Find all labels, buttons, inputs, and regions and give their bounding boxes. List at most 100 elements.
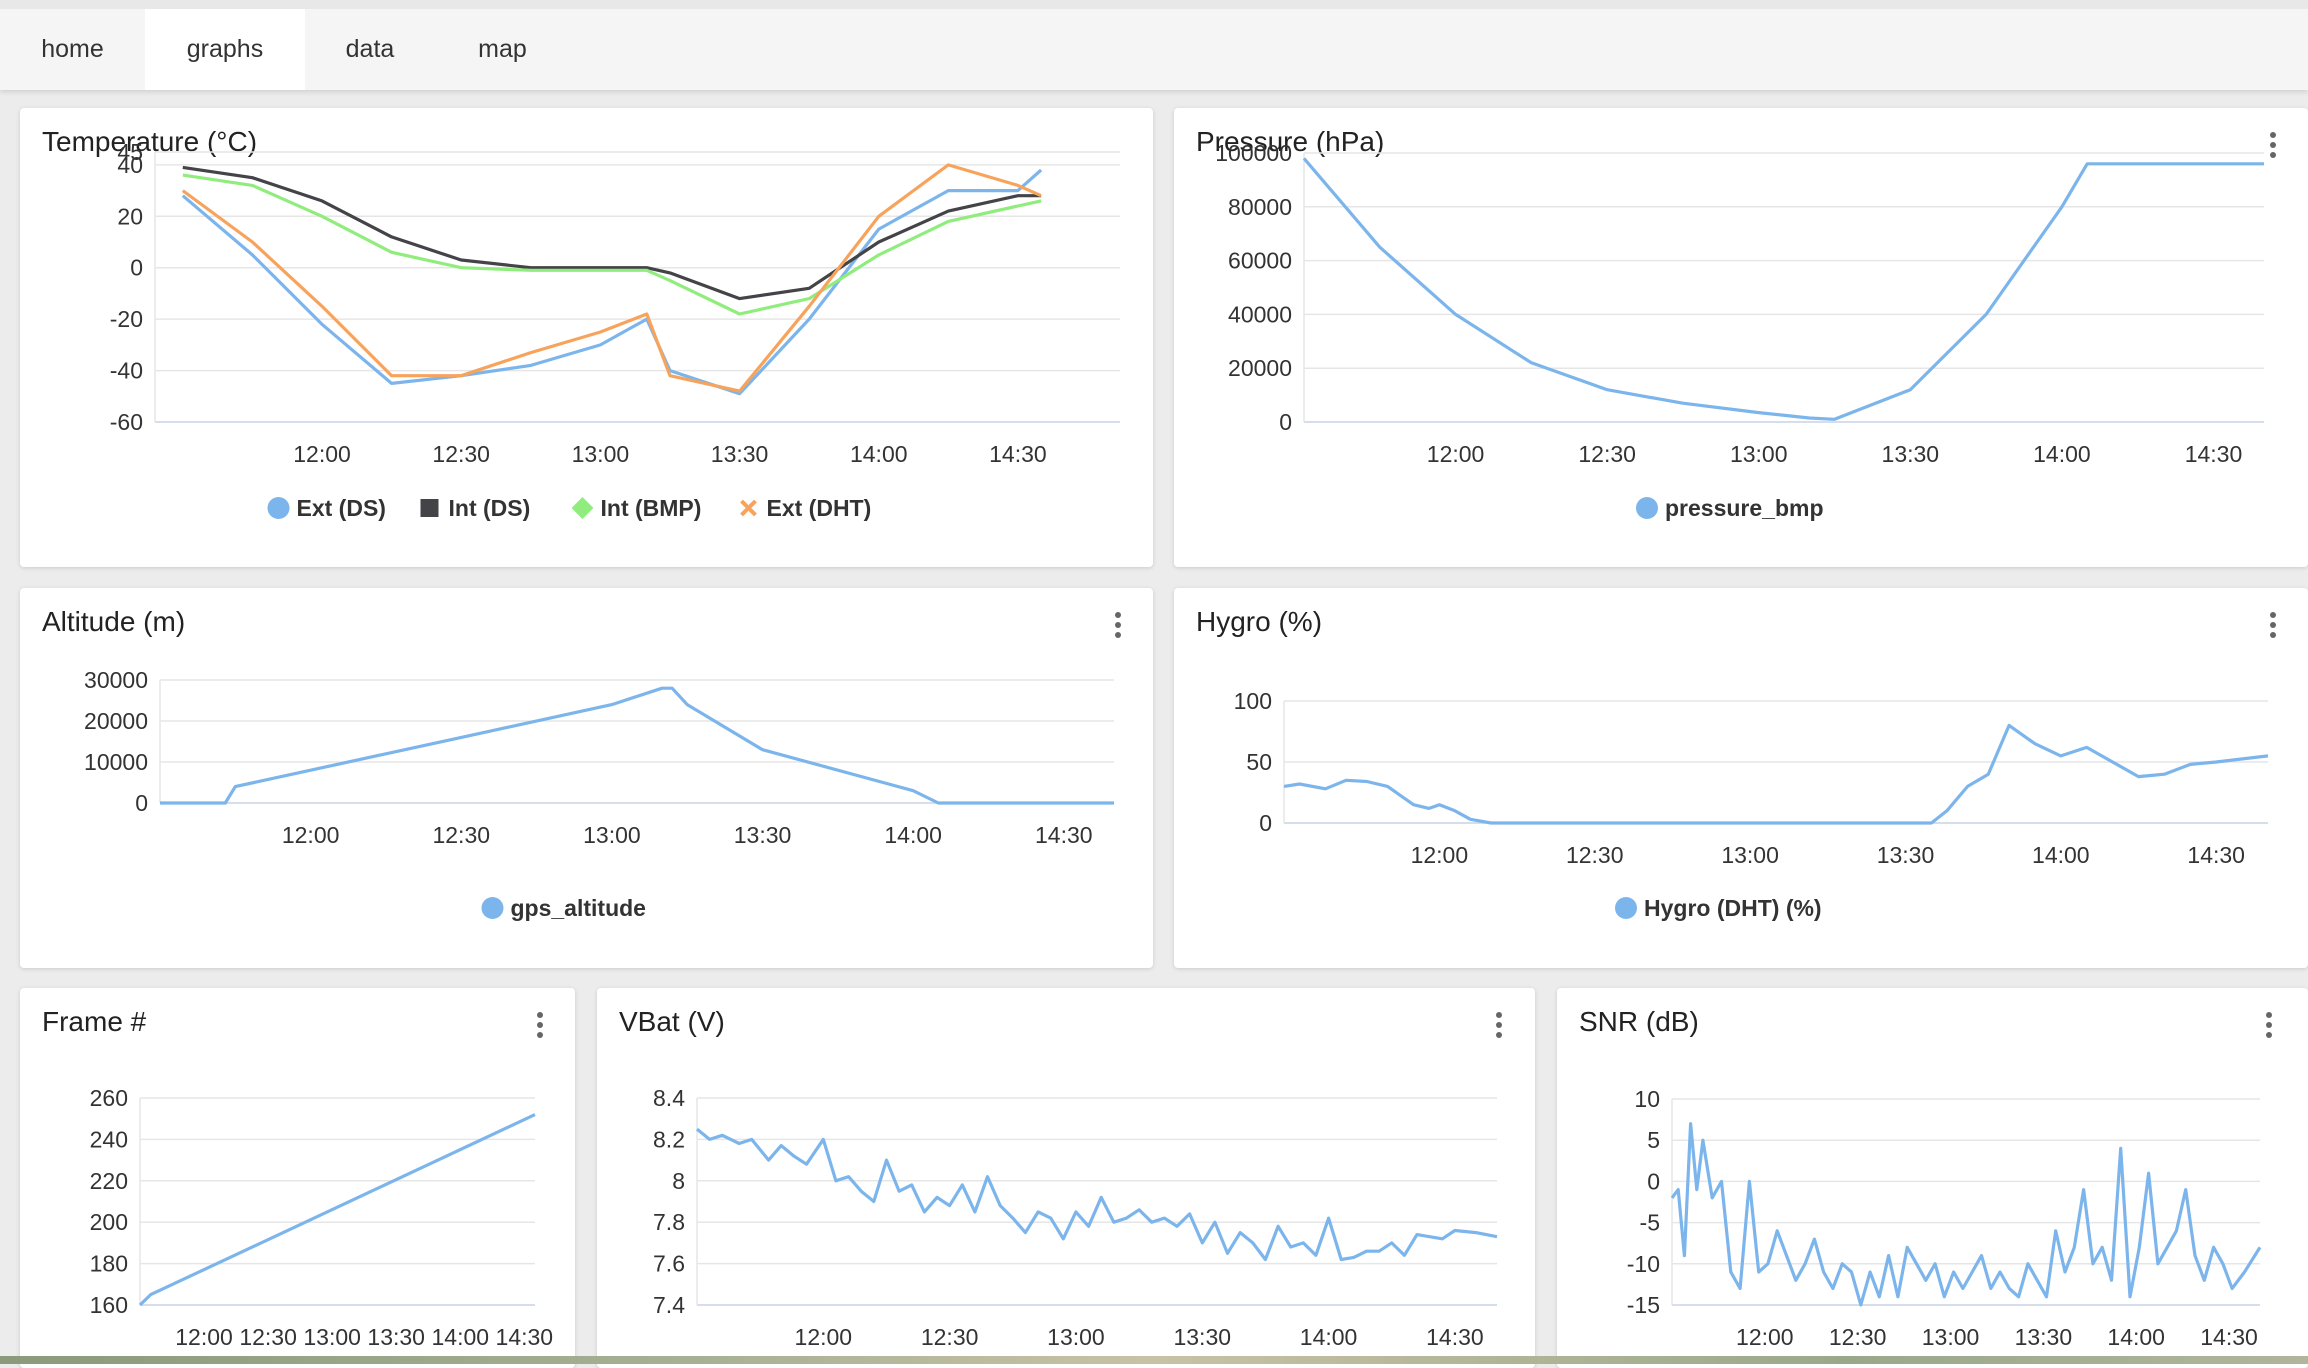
series-line	[695, 1127, 1498, 1262]
series-line	[181, 163, 1042, 393]
chart-title: Frame #	[42, 1006, 147, 1037]
legend-label: Ext (DHT)	[767, 495, 872, 521]
y-tick-label: 8.4	[653, 1085, 685, 1111]
x-tick-label: 14:00	[1300, 1324, 1358, 1350]
y-tick-label: 180	[90, 1251, 128, 1277]
x-tick-label: 14:00	[850, 441, 908, 467]
chart-title: Altitude (m)	[42, 606, 186, 637]
map-strip	[0, 1356, 2308, 1364]
series-line	[1302, 157, 2264, 421]
y-tick-label: 8.2	[653, 1126, 685, 1152]
y-tick-label: 50	[1246, 749, 1272, 775]
y-tick-label: 5	[1647, 1127, 1660, 1153]
snr-chart: -15 -10 -5 0 5 10 12:00 12:30 13:00 13:30 14:00 14:…	[1627, 1086, 2262, 1350]
hygro-chart: 0 50 100 12:00 12:30 13:00 13:30 14:00 14:30 Hygr…	[1234, 688, 2269, 921]
x-tick-label: 12:30	[921, 1324, 979, 1350]
more-vertical-icon[interactable]	[1108, 610, 1128, 640]
y-tick-label: 7.4	[653, 1292, 685, 1318]
tab-data[interactable]: data	[345, 35, 395, 63]
x-tick-label: 14:30	[2185, 441, 2243, 467]
y-tick-label: -60	[110, 409, 143, 435]
y-tick-label: 7.8	[653, 1209, 685, 1235]
y-tick-label: 45	[117, 139, 143, 165]
tab-graphs[interactable]: graphs	[145, 9, 305, 90]
y-tick-label: 0	[1279, 409, 1292, 435]
y-tick-label: 80000	[1228, 194, 1292, 220]
x-tick-label: 13:00	[583, 822, 641, 848]
x-tick-label: 14:00	[2032, 842, 2090, 868]
x-tick-label: 12:30	[239, 1324, 297, 1350]
y-tick-label: 10000	[84, 749, 148, 775]
x-tick-label: 13:00	[1047, 1324, 1105, 1350]
y-tick-label: 160	[90, 1292, 128, 1318]
more-vertical-icon[interactable]	[530, 1010, 550, 1040]
more-vertical-icon[interactable]	[1489, 1010, 1509, 1040]
legend-label: gps_altitude	[511, 895, 646, 921]
altitude-chart-card: Altitude (m) 0 10000 20000 30000 12:00 12:30 1…	[20, 588, 1153, 968]
chart-title: Pressure (hPa)	[1196, 126, 1385, 157]
y-tick-label: 100	[1234, 688, 1272, 714]
y-tick-label: -10	[1627, 1251, 1660, 1277]
x-tick-label: 12:00	[175, 1324, 233, 1350]
pressure-chart-card: Pressure (hPa) 0 20000 40000 60000 80000 1000…	[1174, 108, 2308, 567]
y-tick-label: 20	[117, 203, 143, 229]
y-tick-label: 100000	[1215, 140, 1292, 166]
legend-label: pressure_bmp	[1665, 495, 1824, 521]
y-tick-label: -15	[1627, 1292, 1660, 1318]
y-tick-label: -20	[110, 306, 143, 332]
series-line	[138, 1113, 536, 1307]
y-tick-label: 0	[135, 790, 148, 816]
y-tick-label: -5	[1640, 1210, 1660, 1236]
x-tick-label: 13:00	[572, 441, 630, 467]
vbat-chart: 7.4 7.6 7.8 8 8.2 8.4 12:00 12:30 13:00 13:30 14:0…	[653, 1085, 1498, 1350]
x-tick-label: 14:30	[1426, 1324, 1484, 1350]
x-tick-label: 13:00	[1721, 842, 1779, 868]
x-tick-label: 13:30	[1877, 842, 1935, 868]
x-tick-label: 14:00	[884, 822, 942, 848]
legend-label: Hygro (DHT) (%)	[1644, 895, 1822, 921]
x-tick-label: 12:00	[1736, 1324, 1794, 1350]
x-tick-label: 13:30	[2015, 1324, 2073, 1350]
y-tick-label: 40000	[1228, 301, 1292, 327]
legend-marker	[1615, 897, 1637, 919]
x-tick-label: 12:00	[293, 441, 351, 467]
series-line	[181, 168, 1043, 396]
x-tick-label: 12:30	[1829, 1324, 1887, 1350]
more-vertical-icon[interactable]	[2263, 130, 2283, 160]
x-tick-label: 14:30	[496, 1324, 554, 1350]
x-tick-label: 14:00	[2033, 441, 2091, 467]
x-tick-label: 13:00	[303, 1324, 361, 1350]
x-tick-label: 13:30	[1882, 441, 1940, 467]
x-tick-label: 13:30	[367, 1324, 425, 1350]
more-vertical-icon[interactable]	[2263, 610, 2283, 640]
x-tick-label: 12:30	[432, 441, 490, 467]
frame-chart-card: Frame # 160 180 200 220 240 260 12:00 12:30 13:0…	[20, 988, 575, 1368]
x-tick-label: 13:30	[1173, 1324, 1231, 1350]
series-line	[182, 165, 1042, 301]
x-tick-label: 13:30	[711, 441, 769, 467]
series-line	[1670, 1122, 2262, 1307]
legend-label: Ext (DS)	[297, 495, 386, 521]
y-tick-label: 260	[90, 1085, 128, 1111]
series-line	[182, 173, 1042, 316]
more-vertical-icon[interactable]	[2259, 1010, 2279, 1040]
series-line	[160, 686, 1114, 805]
chart-title: SNR (dB)	[1579, 1006, 1699, 1037]
legend-marker	[571, 497, 594, 519]
y-tick-label: 240	[90, 1126, 128, 1152]
x-tick-label: 12:00	[795, 1324, 853, 1350]
temperature-chart-card: Temperature (°C) -60 -40 -20 0 20 40 45 12:00 12…	[20, 108, 1153, 567]
legend-cross-stroke	[740, 499, 757, 517]
y-tick-label: 30000	[84, 667, 148, 693]
hygro-chart-card: Hygro (%) 0 50 100 12:00 12:30 13:00 13:30 14:0…	[1174, 588, 2308, 968]
y-tick-label: 8	[672, 1168, 685, 1194]
y-tick-label: 7.6	[653, 1251, 685, 1277]
altitude-chart: 0 10000 20000 30000 12:00 12:30 13:00 13:30 14:0…	[84, 667, 1114, 921]
legend-label: Int (DS)	[449, 495, 531, 521]
tab-map[interactable]: map	[478, 35, 527, 63]
tab-home[interactable]: home	[41, 35, 104, 63]
snr-chart-card: SNR (dB) -15 -10 -5 0 5 10 12:00 12:30 13:00 13:3…	[1557, 988, 2308, 1368]
x-tick-label: 14:00	[2107, 1324, 2165, 1350]
x-tick-label: 12:30	[1578, 441, 1636, 467]
x-tick-label: 14:00	[431, 1324, 489, 1350]
